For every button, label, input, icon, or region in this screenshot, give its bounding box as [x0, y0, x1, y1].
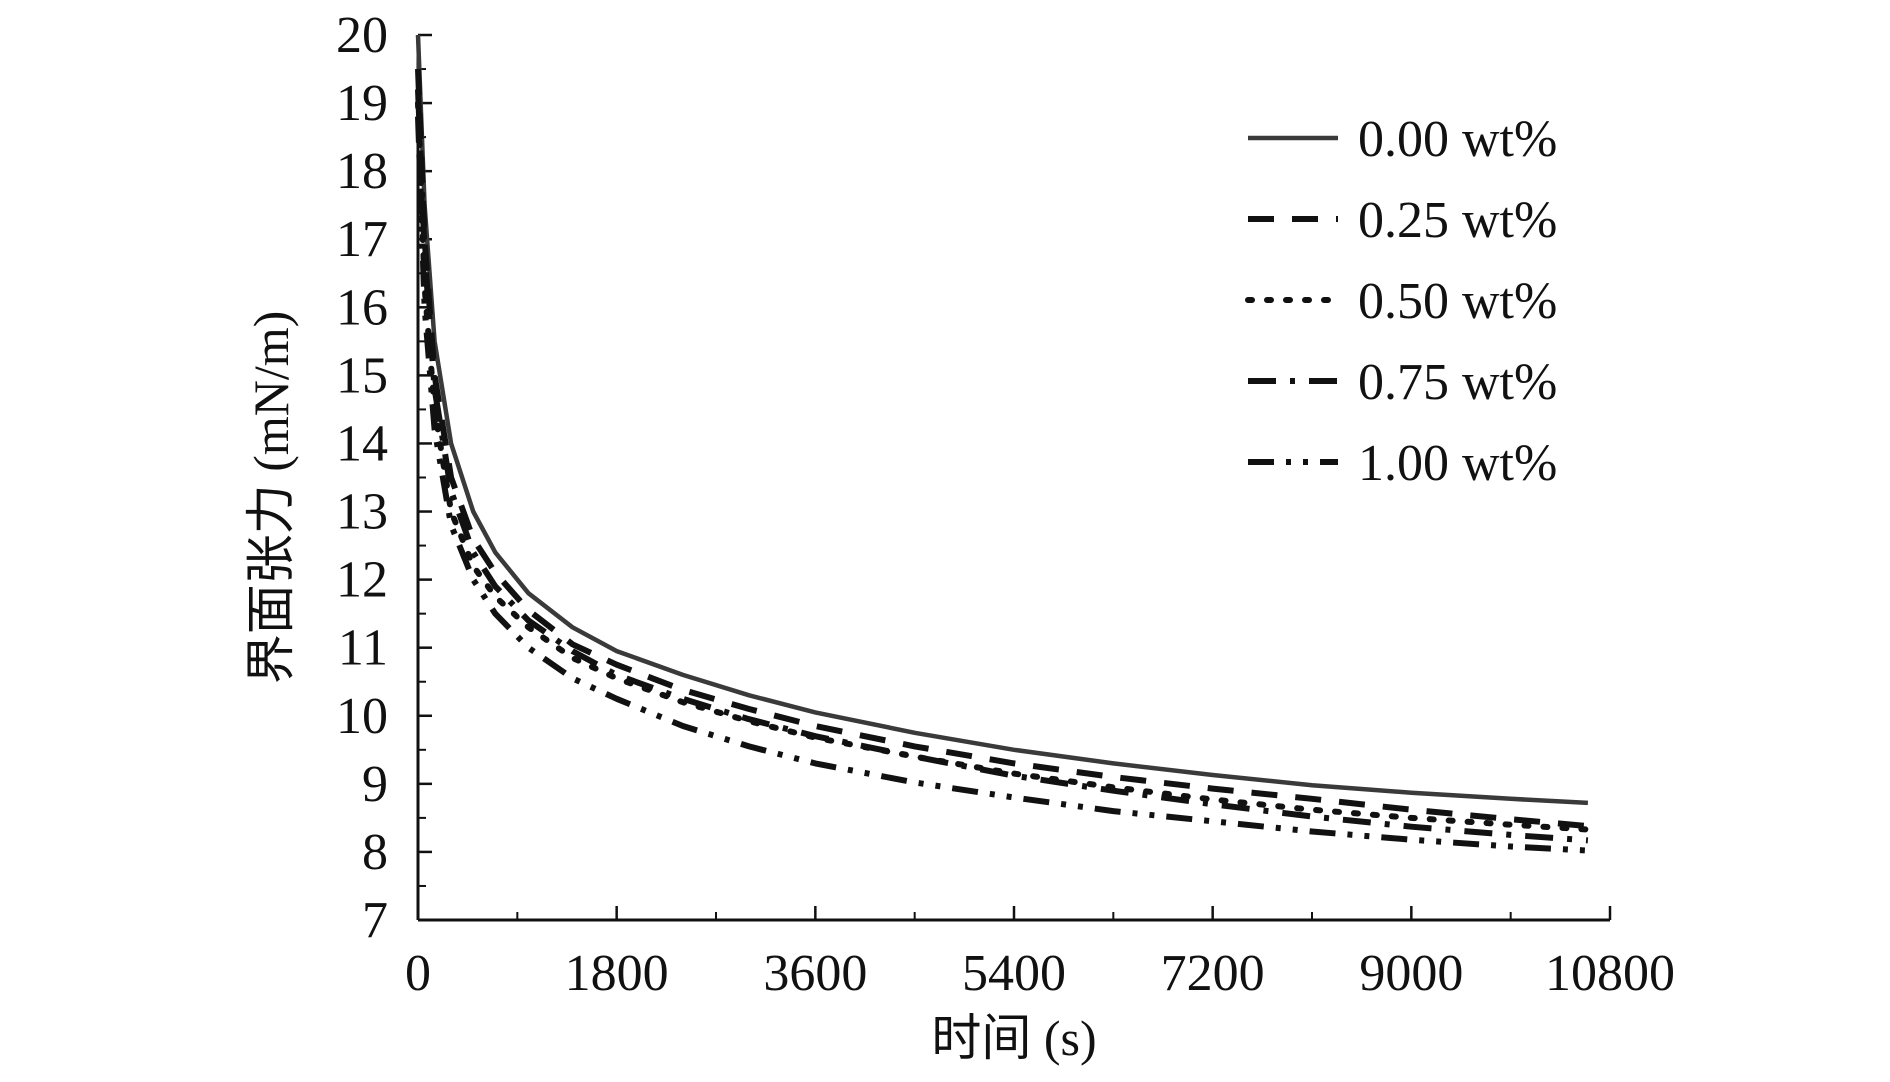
y-tick-label: 19 — [336, 75, 388, 132]
legend-label-4: 1.00 wt% — [1358, 435, 1557, 492]
y-tick-label: 15 — [336, 347, 388, 404]
series-line-4 — [415, 116, 1589, 854]
y-tick-label: 8 — [362, 824, 388, 881]
y-tick-label: 12 — [336, 552, 388, 609]
x-axis-label: 时间 (s) — [931, 1010, 1096, 1066]
series-line-0 — [415, 34, 1589, 806]
y-tick-label: 11 — [338, 620, 388, 677]
x-tick-label: 1800 — [565, 945, 669, 1002]
x-tick-label: 10800 — [1545, 945, 1675, 1002]
legend-label-1: 0.25 wt% — [1358, 192, 1557, 249]
series-line-2 — [415, 100, 1591, 833]
y-tick-label: 16 — [336, 279, 388, 336]
y-tick-label: 13 — [336, 484, 388, 541]
series-line-3 — [415, 89, 1589, 844]
x-tick-label: 5400 — [962, 945, 1066, 1002]
y-tick-label: 14 — [336, 415, 388, 472]
series-line-1 — [415, 68, 1589, 830]
x-tick-label: 9000 — [1359, 945, 1463, 1002]
y-tick-label: 17 — [336, 211, 388, 268]
y-tick-label: 18 — [336, 143, 388, 200]
legend-label-3: 0.75 wt% — [1358, 354, 1557, 411]
legend-label-2: 0.50 wt% — [1358, 273, 1557, 330]
y-tick-label: 20 — [336, 7, 388, 64]
chart-series — [415, 34, 1591, 854]
chart-ticks: 7 8 9 10 11 12 13 14 15 16 17 18 19 20 0 1800 3600 5400 72… — [336, 7, 1675, 1002]
y-tick-label: 10 — [336, 688, 388, 745]
chart-legend: 0.00 wt% 0.25 wt% 0.50 wt% 0.75 wt% 1.00 wt% — [1245, 111, 1557, 492]
legend-label-0: 0.00 wt% — [1358, 111, 1557, 168]
y-tick-label: 9 — [362, 756, 388, 813]
y-axis-label: 界面张力 (mN/m) — [243, 311, 299, 685]
x-tick-label: 3600 — [763, 945, 867, 1002]
y-tick-label: 7 — [362, 892, 388, 949]
x-tick-label: 7200 — [1161, 945, 1265, 1002]
x-tick-label: 0 — [405, 945, 431, 1002]
